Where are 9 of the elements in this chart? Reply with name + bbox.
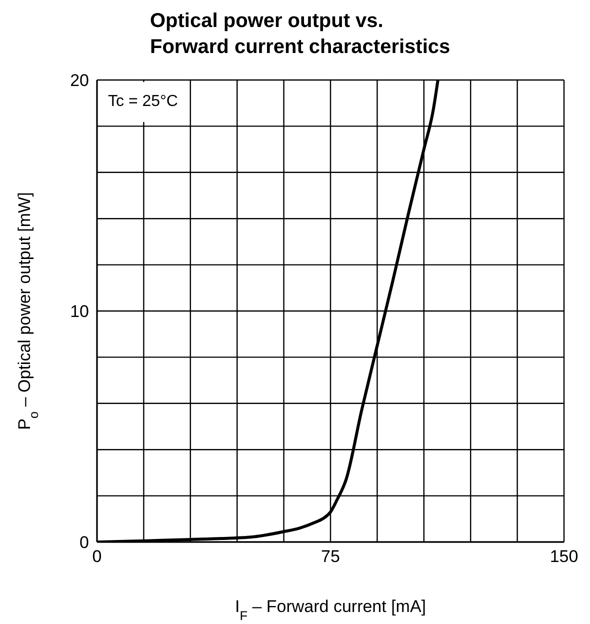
x-tick-label: 0 (92, 547, 102, 566)
x-tick-label: 150 (550, 547, 578, 566)
x-tick-label: 75 (321, 547, 340, 566)
annotation: Tc = 25°C (99, 82, 187, 122)
y-tick-label: 20 (70, 71, 89, 90)
chart-title: Optical power output vs. Forward current characteristics (150, 9, 450, 60)
x-axis-title: I$_{F}$ – Forward current [mA] (234, 597, 426, 622)
y-tick-label: 10 (70, 302, 89, 322)
y-tick-label: 0 (80, 533, 89, 552)
